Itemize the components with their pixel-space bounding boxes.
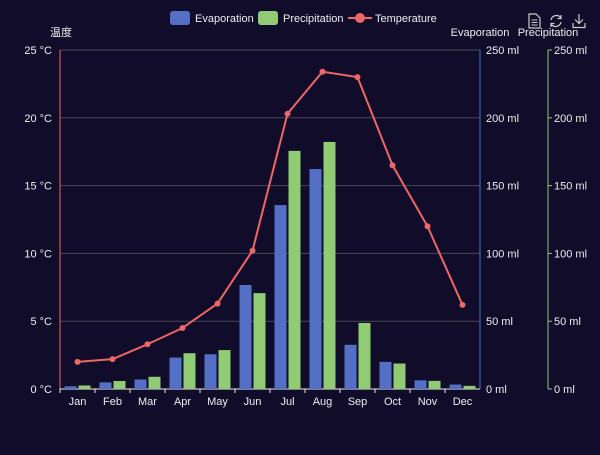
evaporation-bar[interactable] xyxy=(309,169,322,389)
temperature-point[interactable] xyxy=(459,301,466,308)
evaporation-bar[interactable] xyxy=(449,384,462,389)
legend-precipitation[interactable]: Precipitation xyxy=(258,11,344,25)
x-tick-label: Jul xyxy=(280,396,294,408)
temperature-line-group xyxy=(74,68,466,365)
precipitation-bar[interactable] xyxy=(323,141,336,389)
y-tick-label-right-offset: 250 ml xyxy=(554,45,587,57)
x-tick-label: Sep xyxy=(348,396,368,408)
bars xyxy=(64,141,476,389)
precipitation-bar[interactable] xyxy=(253,293,266,389)
precipitation-bar[interactable] xyxy=(78,385,91,389)
axes: 0 °C 5 °C 10 °C 15 °C 20 °C 25 °C 0 ml 50 ml 100… xyxy=(24,25,587,408)
legend-evaporation-label: Evaporation xyxy=(195,13,254,25)
restore-icon-arc xyxy=(550,21,562,28)
y-tick-label-right: 250 ml xyxy=(486,45,519,57)
temperature-point[interactable] xyxy=(179,324,186,331)
evaporation-bar[interactable] xyxy=(64,386,77,389)
save-icon-tray xyxy=(572,23,586,29)
x-tick-label: Jan xyxy=(69,396,87,408)
y-tick-label-right: 0 ml xyxy=(486,384,507,396)
temperature-point[interactable] xyxy=(354,74,361,81)
y-axis-name-right-offset: Precipitation xyxy=(518,27,579,39)
toolbox[interactable] xyxy=(528,13,586,29)
precipitation-bar[interactable] xyxy=(113,380,126,389)
y-tick-label-right: 100 ml xyxy=(486,248,519,260)
temperature-point[interactable] xyxy=(109,356,116,363)
precipitation-bar[interactable] xyxy=(463,385,476,389)
evaporation-bar[interactable] xyxy=(274,205,287,389)
y-tick-label-right: 50 ml xyxy=(486,316,513,328)
save-as-image-icon[interactable] xyxy=(572,14,586,29)
legend-temperature[interactable]: Temperature xyxy=(348,13,437,25)
x-tick-label: Dec xyxy=(453,396,473,408)
precipitation-bar[interactable] xyxy=(183,353,196,389)
temperature-point[interactable] xyxy=(389,162,396,169)
y-tick-label-left: 5 °C xyxy=(30,316,52,328)
y-tick-label-right-offset: 200 ml xyxy=(554,113,587,125)
y-axis-name-right: Evaporation xyxy=(451,27,510,39)
evaporation-bar[interactable] xyxy=(99,382,112,389)
legend-evaporation[interactable]: Evaporation xyxy=(170,11,254,25)
x-tick-label: May xyxy=(207,396,228,408)
precipitation-bar[interactable] xyxy=(288,150,301,389)
evaporation-bar[interactable] xyxy=(204,354,217,389)
y-tick-label-right-offset: 100 ml xyxy=(554,248,587,260)
y-tick-label-right-offset: 150 ml xyxy=(554,181,587,193)
y-tick-label-right: 150 ml xyxy=(486,181,519,193)
evaporation-bar[interactable] xyxy=(414,380,427,389)
x-tick-label: Feb xyxy=(103,396,122,408)
y-tick-label-right: 200 ml xyxy=(486,113,519,125)
precipitation-bar[interactable] xyxy=(393,363,406,389)
x-tick-label: Aug xyxy=(313,396,333,408)
temperature-point[interactable] xyxy=(284,110,291,117)
legend[interactable]: Evaporation Precipitation Temperature xyxy=(170,11,437,25)
temperature-point[interactable] xyxy=(249,247,256,254)
evaporation-bar[interactable] xyxy=(239,284,252,389)
legend-temperature-label: Temperature xyxy=(375,13,437,25)
legend-precipitation-swatch xyxy=(258,11,278,25)
temperature-point[interactable] xyxy=(144,341,151,348)
precipitation-bar[interactable] xyxy=(218,350,231,389)
save-icon-arrowhead xyxy=(574,19,584,25)
precipitation-bar[interactable] xyxy=(428,380,441,389)
data-view-icon[interactable] xyxy=(528,13,541,29)
evaporation-bar[interactable] xyxy=(379,361,392,389)
legend-temperature-swatch-dot xyxy=(355,13,365,23)
x-tick-label: Jun xyxy=(244,396,262,408)
evaporation-bar[interactable] xyxy=(344,344,357,389)
x-tick-label: Apr xyxy=(174,396,191,408)
data-view-icon-outline xyxy=(528,13,541,29)
restore-icon-arrow xyxy=(550,22,555,27)
precipitation-bar[interactable] xyxy=(358,322,371,389)
legend-evaporation-swatch xyxy=(170,11,190,25)
y-tick-label-left: 25 °C xyxy=(24,45,52,57)
y-tick-label-left: 0 °C xyxy=(30,384,52,396)
restore-icon[interactable] xyxy=(550,14,562,28)
temperature-point[interactable] xyxy=(214,300,221,307)
y-tick-label-left: 15 °C xyxy=(24,181,52,193)
restore-icon-arc xyxy=(550,14,562,21)
temperature-point[interactable] xyxy=(424,223,431,230)
legend-precipitation-label: Precipitation xyxy=(283,13,344,25)
y-tick-label-left: 20 °C xyxy=(24,113,52,125)
y-axis-name-left: 温度 xyxy=(50,25,72,39)
restore-icon-arrow xyxy=(557,15,562,20)
y-tick-label-right-offset: 50 ml xyxy=(554,316,581,328)
x-tick-label: Mar xyxy=(138,396,157,408)
y-tick-label-right-offset: 0 ml xyxy=(554,384,575,396)
precipitation-bar[interactable] xyxy=(148,376,161,389)
evaporation-bar[interactable] xyxy=(169,357,182,389)
temperature-point[interactable] xyxy=(319,68,326,75)
x-tick-label: Nov xyxy=(418,396,438,408)
x-tick-label: Oct xyxy=(384,396,401,408)
temperature-line xyxy=(77,70,464,363)
y-tick-label-left: 10 °C xyxy=(24,248,52,260)
evaporation-bar[interactable] xyxy=(134,379,147,389)
temperature-point[interactable] xyxy=(74,358,81,365)
